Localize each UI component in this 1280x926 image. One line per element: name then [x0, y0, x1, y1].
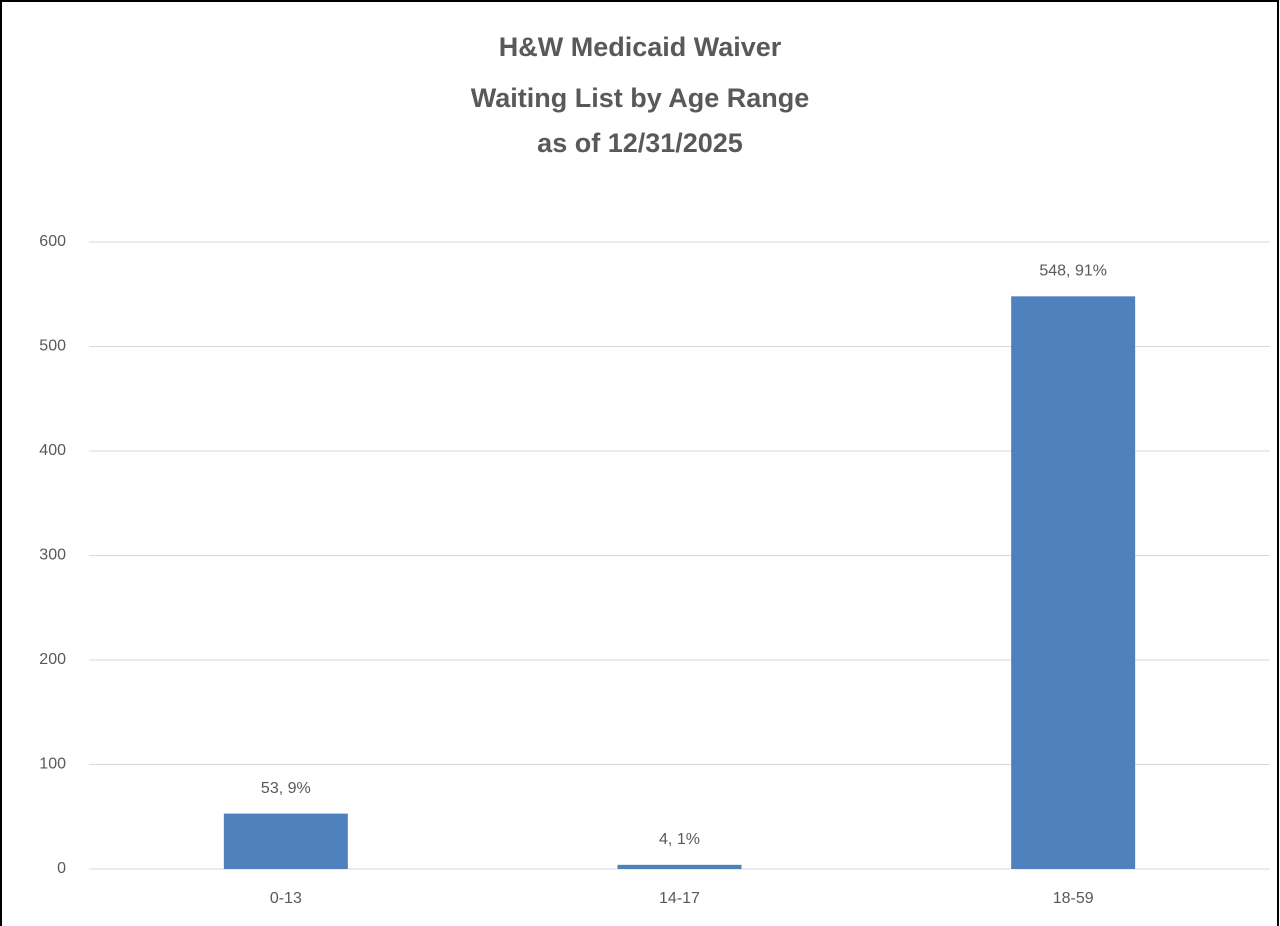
y-tick-label: 200	[39, 651, 66, 668]
x-tick-label: 14-17	[659, 890, 700, 907]
data-label: 53, 9%	[261, 780, 311, 797]
y-tick-label: 600	[39, 233, 66, 250]
chart-title: H&W Medicaid Waiver	[499, 32, 782, 62]
x-tick-label: 18-59	[1053, 890, 1094, 907]
y-tick-label: 500	[39, 338, 66, 355]
data-label: 548, 91%	[1039, 263, 1107, 280]
chart-title: as of 12/31/2025	[537, 128, 743, 158]
bar	[223, 813, 348, 869]
bar	[1011, 296, 1136, 870]
y-tick-label: 100	[39, 756, 66, 773]
bar	[617, 864, 742, 869]
y-tick-label: 0	[57, 860, 66, 877]
data-label: 4, 1%	[659, 831, 700, 848]
chart-title: Waiting List by Age Range	[471, 83, 810, 113]
y-tick-label: 300	[39, 547, 66, 564]
x-tick-label: 0-13	[270, 890, 302, 907]
y-tick-label: 400	[39, 442, 66, 459]
